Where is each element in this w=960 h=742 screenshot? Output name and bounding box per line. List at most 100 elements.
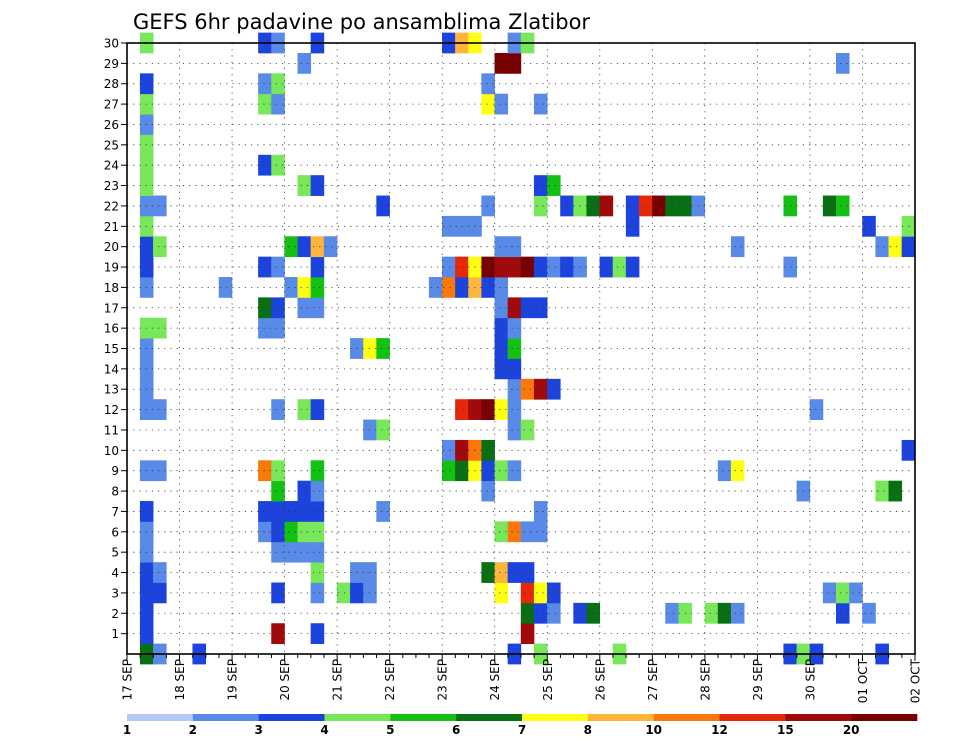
heatmap-cell <box>297 175 312 196</box>
x-tick-label: 24 SEP <box>488 659 502 701</box>
heatmap-cell <box>310 562 325 583</box>
y-tick-label: 19 <box>104 261 119 275</box>
y-tick-label: 5 <box>111 546 119 560</box>
heatmap-cell <box>639 195 653 217</box>
heatmap-cell <box>730 460 745 482</box>
heatmap-cell <box>271 501 285 522</box>
heatmap-cell <box>520 623 535 645</box>
heatmap-cell <box>533 297 548 319</box>
heatmap-cell <box>442 256 456 278</box>
heatmap-cell <box>704 602 719 624</box>
colorbar-swatch <box>324 714 391 721</box>
heatmap-cell <box>888 236 903 258</box>
heatmap-cell <box>507 460 522 482</box>
heatmap-cell <box>297 52 312 74</box>
heatmap-cell <box>481 256 495 278</box>
heatmap-cell <box>862 215 876 237</box>
colorbar-swatch <box>522 714 589 721</box>
y-tick-label: 24 <box>104 159 119 173</box>
colorbar-swatch <box>785 714 852 721</box>
heatmap-cell <box>284 236 298 258</box>
y-tick-label: 7 <box>111 505 119 519</box>
heatmap-cell <box>836 602 850 624</box>
heatmap-cell <box>258 297 272 319</box>
heatmap-cell <box>652 195 666 217</box>
y-axis-ticks: 1234567891011121314151617181920212223242… <box>104 37 127 641</box>
heatmap-cell <box>297 236 312 258</box>
heatmap-cells <box>139 32 916 665</box>
heatmap-cell <box>533 195 548 217</box>
heatmap-cell <box>507 378 522 400</box>
x-tick-label: 19 SEP <box>226 659 240 701</box>
plot-frame <box>126 42 916 655</box>
heatmap-cell <box>888 480 903 502</box>
heatmap-cell <box>586 195 600 217</box>
heatmap-cell <box>442 215 456 237</box>
colorbar-swatch <box>719 714 786 721</box>
heatmap-cell <box>271 317 285 339</box>
y-tick-label: 26 <box>104 118 119 132</box>
heatmap-cell <box>442 439 456 461</box>
x-tick-label: 29 SEP <box>751 659 765 701</box>
heatmap-cell <box>297 297 312 319</box>
heatmap-cell <box>284 277 298 298</box>
colorbar-tick-label: 6 <box>452 723 460 737</box>
y-tick-label: 17 <box>104 301 119 315</box>
heatmap-cell <box>218 277 233 298</box>
heatmap-cell <box>494 277 509 298</box>
x-tick-label: 18 SEP <box>173 659 187 701</box>
heatmap-cell <box>862 602 876 624</box>
heatmap-cell <box>494 338 509 359</box>
heatmap-cell <box>284 541 298 563</box>
heatmap-cell <box>836 195 850 217</box>
heatmap-cell <box>271 623 285 645</box>
heatmap-cell <box>271 154 285 176</box>
heatmap-cell <box>494 297 509 319</box>
y-tick-label: 28 <box>104 77 119 91</box>
heatmap-cell <box>271 256 285 278</box>
heatmap-cell <box>481 73 495 95</box>
heatmap-cell <box>625 195 640 217</box>
heatmap-cell <box>153 399 167 420</box>
heatmap-cell <box>310 460 325 482</box>
heatmap-cell <box>547 175 561 196</box>
heatmap-cell <box>297 277 312 298</box>
heatmap-cell <box>481 399 495 420</box>
heatmap-cell <box>297 399 312 420</box>
y-tick-label: 11 <box>104 423 119 437</box>
heatmap-cell <box>258 256 272 278</box>
heatmap-cell <box>494 399 509 420</box>
colorbar-tick-label: 12 <box>711 723 728 737</box>
heatmap-cell <box>494 236 509 258</box>
y-tick-label: 2 <box>111 607 119 621</box>
heatmap-cell <box>507 521 522 543</box>
x-tick-label: 26 SEP <box>593 659 607 701</box>
x-tick-label: 22 SEP <box>383 659 397 701</box>
chart-title: GEFS 6hr padavine po ansamblima Zlatibor <box>133 10 590 34</box>
y-tick-label: 10 <box>104 444 119 458</box>
heatmap-cell <box>271 582 285 604</box>
heatmap-cell <box>520 378 535 400</box>
y-tick-label: 14 <box>104 362 119 376</box>
heatmap-cell <box>310 623 325 645</box>
heatmap-cell <box>376 195 390 217</box>
heatmap-cell <box>533 93 548 115</box>
heatmap-cell <box>507 358 522 380</box>
heatmap-cell <box>533 582 548 604</box>
heatmap-cell <box>665 602 679 624</box>
heatmap-cell <box>481 93 495 115</box>
heatmap-cell <box>481 562 495 583</box>
y-tick-label: 9 <box>111 464 119 478</box>
heatmap-cell <box>520 521 535 543</box>
x-tick-label: 02 OCT <box>909 658 923 703</box>
y-tick-label: 13 <box>104 383 119 397</box>
heatmap-cell <box>258 521 272 543</box>
heatmap-cell <box>507 256 522 278</box>
heatmap-cell <box>153 195 167 217</box>
heatmap-cell <box>336 582 351 604</box>
y-tick-label: 16 <box>104 322 119 336</box>
heatmap-cell <box>494 256 509 278</box>
y-tick-label: 25 <box>104 138 119 152</box>
heatmap-cell <box>836 582 850 604</box>
heatmap-cell <box>310 277 325 298</box>
